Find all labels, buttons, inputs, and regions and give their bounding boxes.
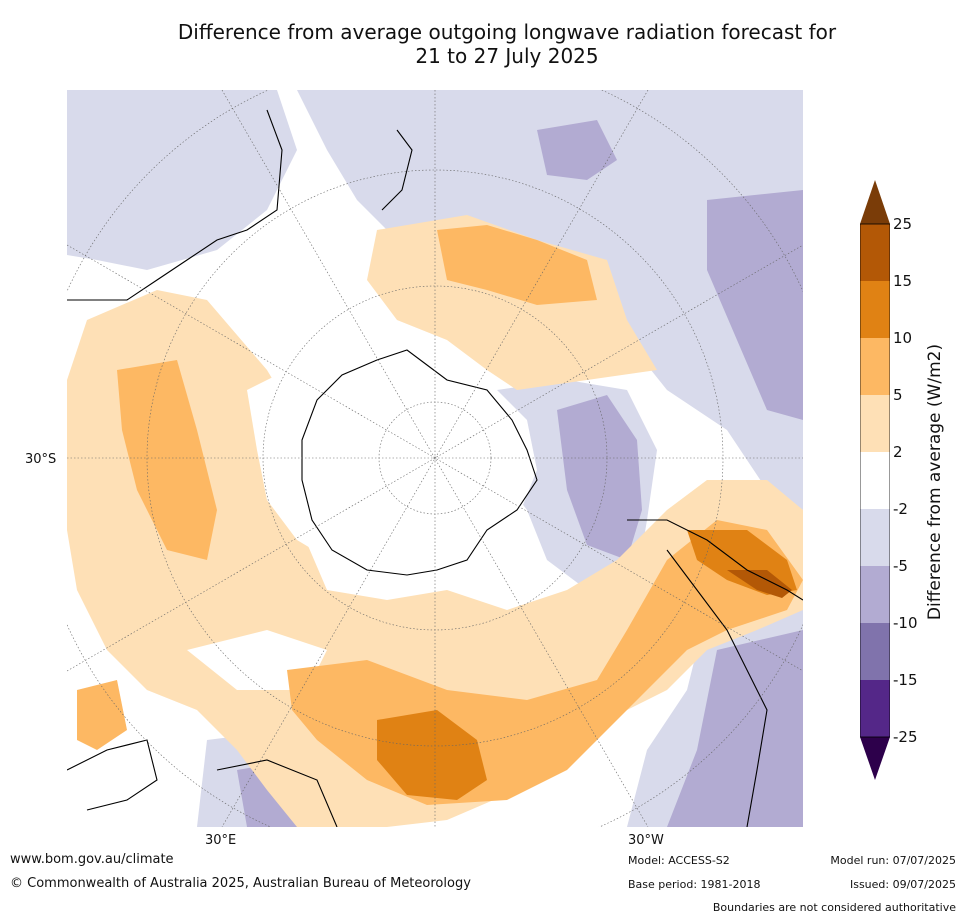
colorbar-band-10-15	[860, 281, 890, 338]
new-zealand-coastline	[381, 129, 413, 211]
lat-label-30s: 30°S	[25, 452, 57, 467]
colorbar-band-5-10	[860, 338, 890, 395]
colorbar-band-m10-m15	[860, 623, 890, 680]
colorbar-tick-m5: -5	[893, 557, 908, 575]
colorbar-label: Difference from average (W/m2)	[925, 343, 945, 621]
footer-copyright: © Commonwealth of Australia 2025, Austra…	[10, 876, 471, 891]
footer-disclaimer: Boundaries are not considered authoritat…	[712, 901, 956, 914]
footer-issued: Issued: 09/07/2025	[849, 878, 956, 891]
title-line-2: 21 to 27 July 2025	[415, 44, 599, 68]
colorbar-band-15-25	[860, 224, 890, 281]
graticule	[67, 90, 803, 827]
colorbar-band-m2-m5	[860, 509, 890, 566]
footer-model: Model: ACCESS-S2	[628, 854, 730, 867]
lon-label-30w: 30°W	[628, 833, 664, 848]
colorbar-outline	[860, 223, 890, 738]
antarctica-coastline	[301, 349, 538, 576]
colorbar-band-neutral	[860, 452, 890, 509]
colorbar	[860, 180, 890, 780]
colorbar-tick-m10: -10	[893, 614, 918, 632]
map-title: Difference from average outgoing longwav…	[100, 20, 914, 68]
madagascar-coastline	[216, 759, 338, 827]
map-svg	[67, 90, 803, 827]
colorbar-tick-m2: -2	[893, 500, 908, 518]
colorbar-tick-10: 10	[893, 329, 913, 347]
colorbar-band-m5-m10	[860, 566, 890, 623]
colorbar-tick-25: 25	[893, 215, 913, 233]
colorbar-top-arrow	[860, 180, 890, 224]
colorbar-tick-m15: -15	[893, 671, 918, 689]
colorbar-tick-m25: -25	[893, 728, 918, 746]
colorbar-band-2-5	[860, 395, 890, 452]
colorbar-tick-2: 2	[893, 443, 903, 461]
footer-url: www.bom.gov.au/climate	[10, 852, 174, 867]
colorbar-tick-15: 15	[893, 272, 913, 290]
anomaly-deep-orange	[727, 570, 792, 598]
lon-label-30e: 30°E	[205, 833, 237, 848]
title-line-1: Difference from average outgoing longwav…	[177, 20, 837, 44]
footer-model-run: Model run: 07/07/2025	[830, 854, 956, 867]
colorbar-band-m15-m25	[860, 680, 890, 737]
south-america-coastline-2	[666, 549, 768, 827]
colorbar-bottom-arrow	[860, 737, 890, 780]
colorbar-tick-5: 5	[893, 386, 903, 404]
australia-coastline	[67, 109, 283, 301]
footer-base-period: Base period: 1981-2018	[628, 878, 761, 891]
south-america-coastline-1	[627, 519, 803, 601]
polar-map	[67, 90, 803, 827]
africa-coastline	[67, 739, 158, 811]
coastlines	[67, 109, 803, 827]
